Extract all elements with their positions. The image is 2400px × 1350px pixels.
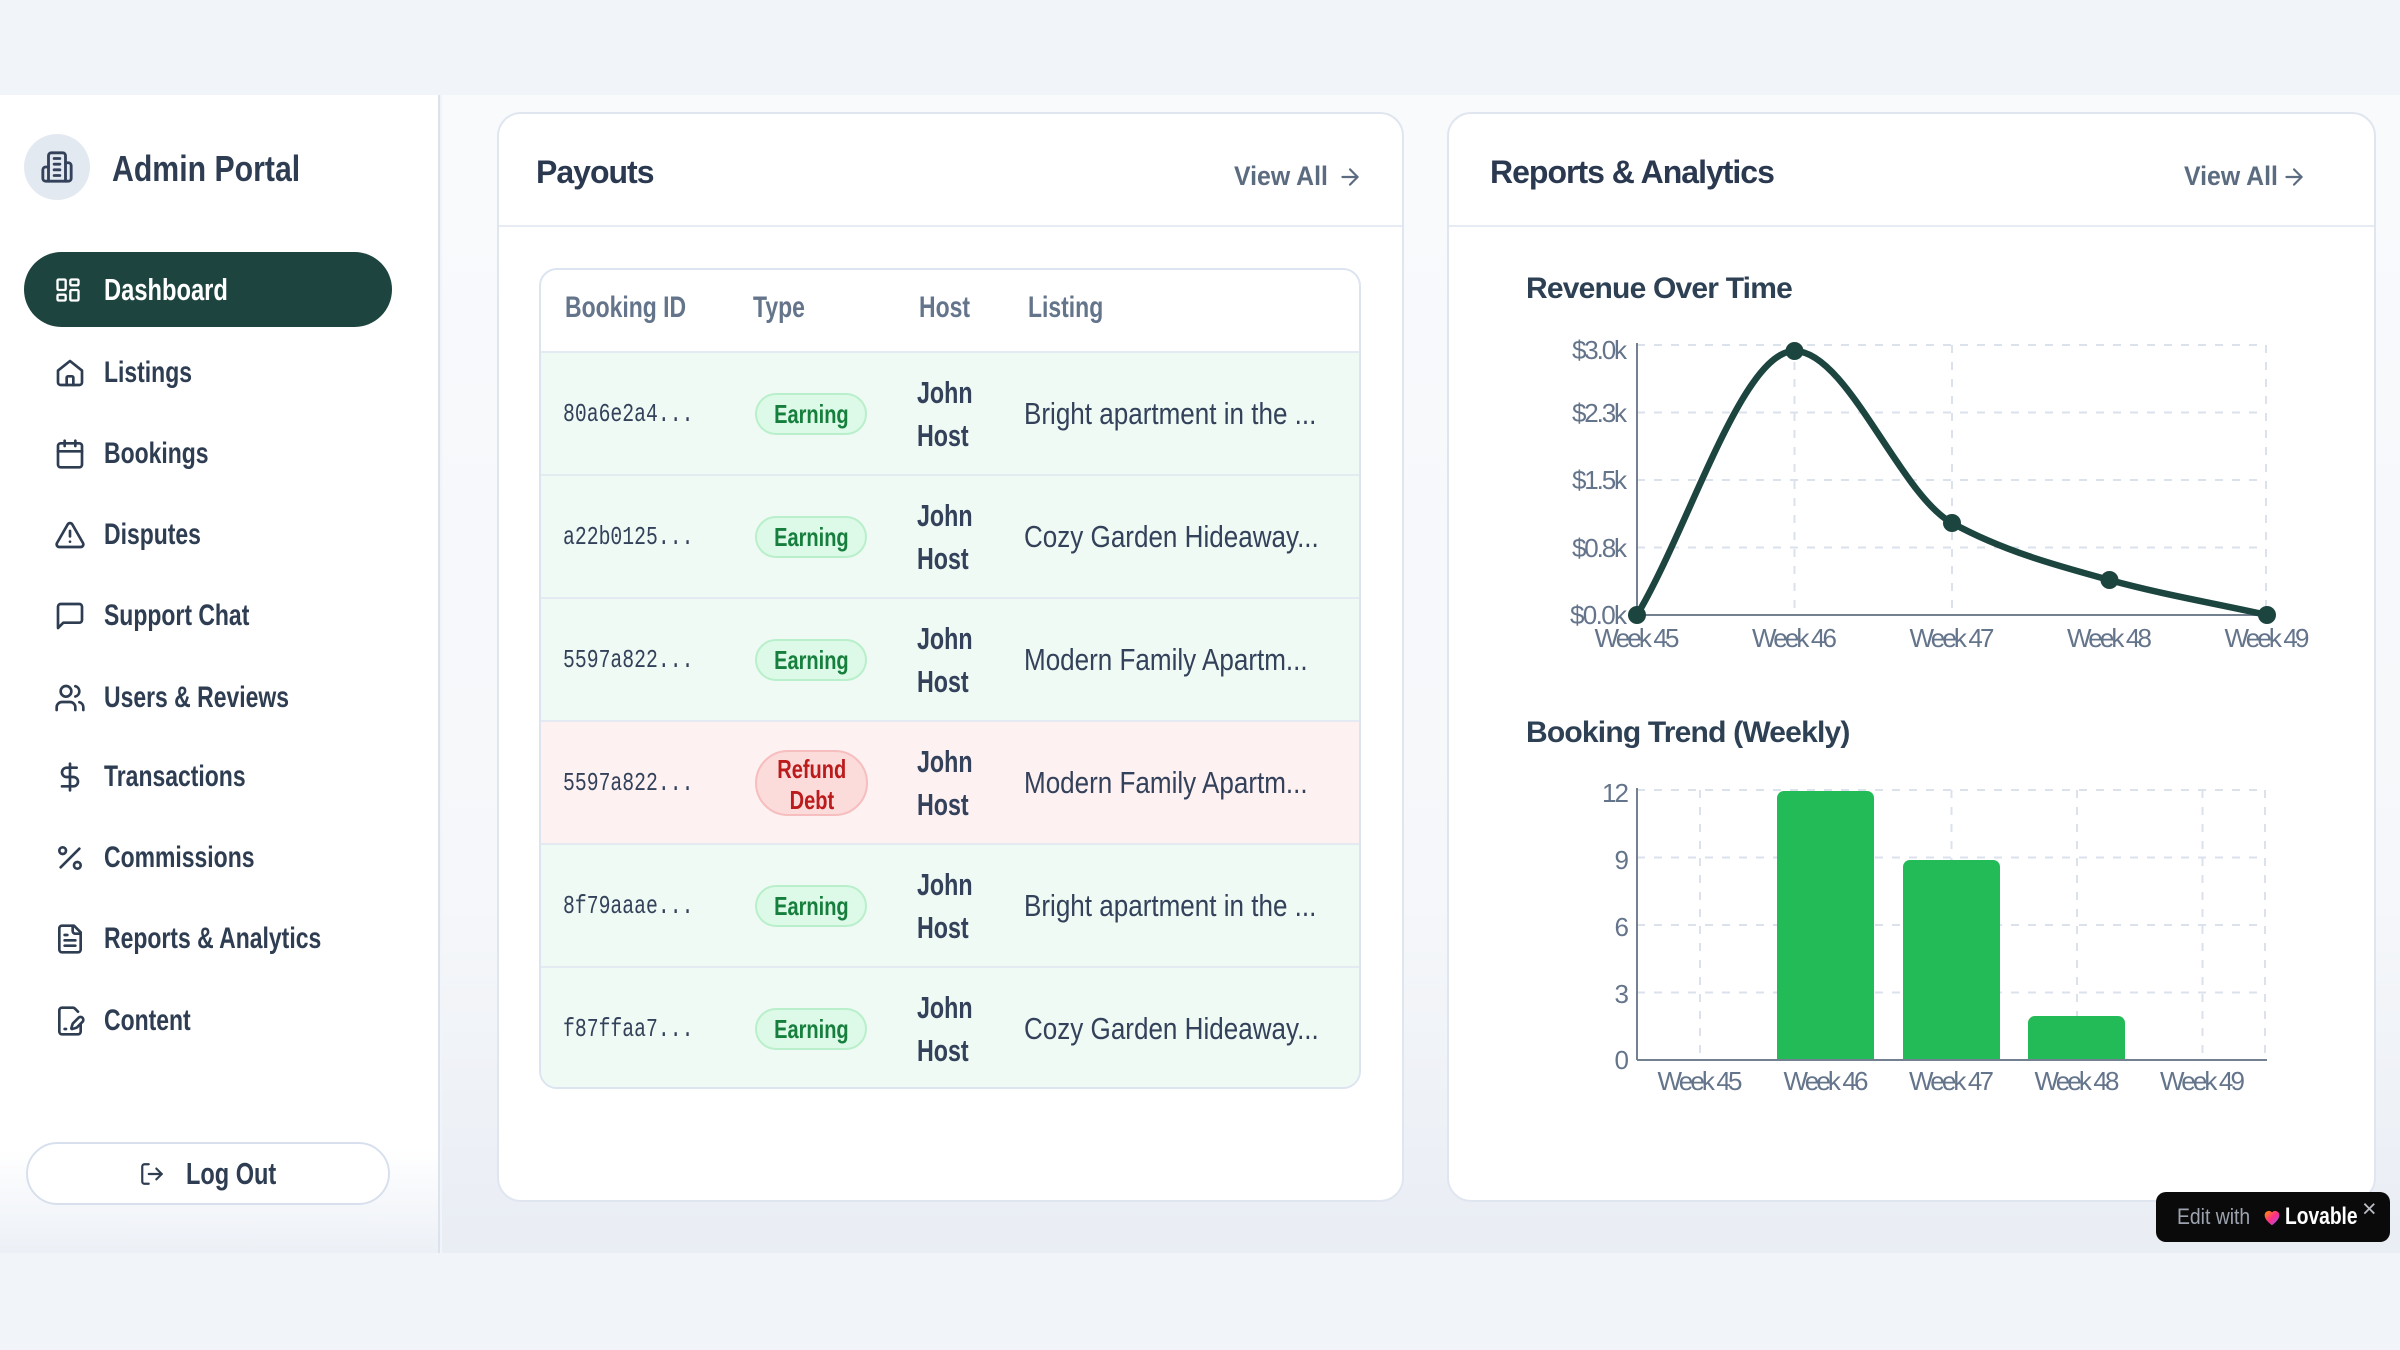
svg-text:$1.5k: $1.5k bbox=[1572, 465, 1628, 495]
svg-text:6: 6 bbox=[1615, 912, 1629, 942]
svg-text:Week 47: Week 47 bbox=[1910, 623, 1995, 653]
svg-text:3: 3 bbox=[1615, 979, 1629, 1009]
svg-text:12: 12 bbox=[1602, 778, 1629, 808]
svg-text:Week 46: Week 46 bbox=[1784, 1066, 1869, 1096]
svg-text:0: 0 bbox=[1615, 1045, 1629, 1075]
svg-text:$2.3k: $2.3k bbox=[1572, 398, 1628, 428]
svg-text:9: 9 bbox=[1615, 845, 1629, 875]
svg-text:$3.0k: $3.0k bbox=[1572, 335, 1628, 365]
svg-text:Week 49: Week 49 bbox=[2225, 623, 2310, 653]
svg-text:Week 49: Week 49 bbox=[2160, 1066, 2245, 1096]
svg-text:Week 48: Week 48 bbox=[2035, 1066, 2120, 1096]
svg-text:Week 45: Week 45 bbox=[1658, 1066, 1743, 1096]
svg-text:Week 46: Week 46 bbox=[1752, 623, 1837, 653]
svg-text:Week 45: Week 45 bbox=[1595, 623, 1680, 653]
svg-text:$0.0k: $0.0k bbox=[1570, 600, 1628, 630]
svg-text:Week 47: Week 47 bbox=[1909, 1066, 1994, 1096]
svg-text:$0.8k: $0.8k bbox=[1572, 533, 1628, 563]
svg-text:Week 48: Week 48 bbox=[2067, 623, 2152, 653]
